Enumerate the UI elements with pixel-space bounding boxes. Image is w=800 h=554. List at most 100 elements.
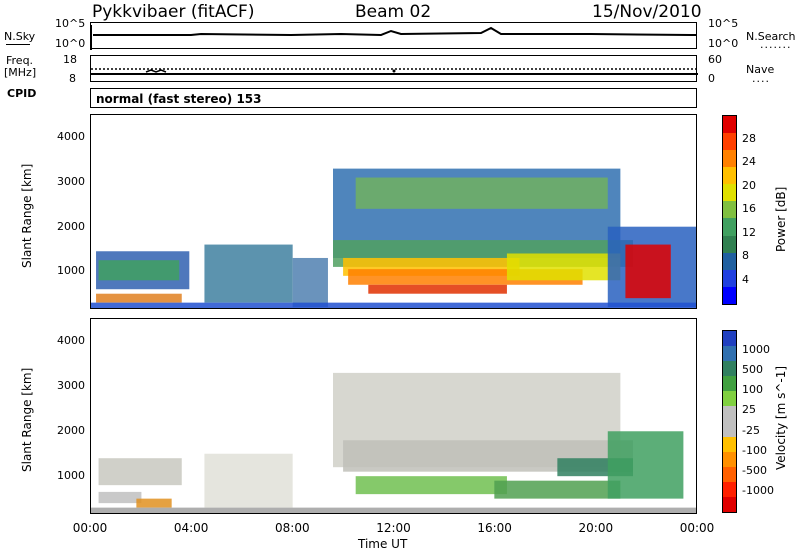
power-colorbar-segment: [723, 218, 736, 236]
cpid-label: CPID: [7, 87, 37, 100]
velocity-echo-band: [204, 453, 293, 508]
power-ytick-label: 3000: [57, 175, 85, 188]
power-colorbar-tick: 24: [742, 155, 756, 168]
x-tick-label: 12:00: [376, 521, 411, 535]
freq-panel: [90, 55, 698, 82]
power-echo-band: [506, 253, 621, 281]
station-title: Pykkvibaer (fitACF): [92, 2, 255, 22]
velocity-colorbar-tick: 1000: [742, 343, 770, 357]
velocity-ytick-label: 2000: [57, 424, 85, 438]
velocity-ytick-label: 3000: [57, 379, 85, 393]
velocity-echo-band: [136, 498, 172, 508]
power-echo-band: [204, 244, 293, 303]
power-colorbar-segment: [723, 286, 736, 304]
velocity-colorbar-segment: [723, 331, 736, 347]
nsearch-label: N.Search: [746, 30, 796, 43]
velocity-ytick-label: 4000: [57, 334, 85, 348]
power-colorbar-segment: [723, 269, 736, 287]
velocity-colorbar-tick: -1000: [742, 483, 774, 497]
velocity-colorbar-tick: -500: [742, 463, 767, 477]
freq-left-bottom: 8: [69, 72, 76, 85]
power-colorbar-label: Power [dB]: [774, 186, 788, 252]
velocity-colorbar-segment: [723, 391, 736, 407]
power-colorbar-tick: 16: [742, 202, 756, 215]
power-colorbar: [722, 115, 737, 305]
freq-label: Freq.: [6, 54, 34, 67]
power-echo-band: [91, 302, 696, 308]
power-colorbar-segment: [723, 235, 736, 253]
velocity-echo-band: [98, 491, 142, 504]
velocity-colorbar-segment: [723, 346, 736, 362]
velocity-colorbar-segment: [723, 481, 736, 497]
velocity-echo-band: [494, 480, 621, 499]
power-ylabel: Slant Range [km]: [20, 163, 34, 268]
power-colorbar-tick: 4: [742, 272, 749, 286]
power-panel: [90, 114, 697, 309]
velocity-ytick-label: 1000: [57, 469, 85, 483]
nsky-line: [6, 44, 30, 45]
velocity-colorbar-segment: [723, 466, 736, 482]
velocity-colorbar-label: Velocity [m s^-1]: [774, 365, 788, 470]
velocity-colorbar-tick: -100: [742, 443, 767, 457]
noise-left-top: 10^5: [55, 17, 86, 30]
noise-left-bottom: 10^0: [55, 37, 86, 50]
velocity-colorbar-tick: 25: [742, 403, 756, 417]
x-tick-label: 16:00: [477, 521, 512, 535]
velocity-plot: [91, 372, 696, 513]
velocity-echo-band: [98, 458, 182, 486]
power-echo-band: [368, 284, 507, 294]
power-colorbar-tick: 12: [742, 225, 756, 239]
power-echo-band: [355, 177, 608, 209]
noise-trace: [90, 25, 696, 50]
power-colorbar-segment: [723, 116, 736, 134]
noise-right-top: 10^5: [708, 17, 739, 30]
freq-left-top: 18: [63, 53, 77, 66]
velocity-colorbar-segment: [723, 376, 736, 392]
power-ytick-label: 2000: [57, 219, 85, 233]
velocity-colorbar-segment: [723, 406, 736, 422]
power-colorbar-tick: 28: [742, 131, 756, 145]
velocity-echo-band: [355, 476, 507, 495]
velocity-panel: [90, 318, 697, 514]
power-echo-band: [625, 244, 671, 299]
velocity-echo-band: [91, 507, 696, 513]
noise-panel: [90, 22, 697, 50]
power-plot: [91, 168, 696, 308]
velocity-colorbar-tick: 500: [742, 363, 763, 377]
power-colorbar-tick: 8: [742, 249, 749, 262]
cpid-value: normal (fast stereo) 153: [96, 92, 262, 106]
power-ytick-label: 1000: [57, 264, 85, 278]
beam-title: Beam 02: [355, 2, 432, 22]
velocity-colorbar-segment: [723, 421, 736, 437]
power-echo-band: [96, 293, 182, 303]
freq-unit: [MHz]: [4, 66, 37, 79]
x-tick-label: 00:00: [679, 521, 715, 535]
nave-label: Nave: [746, 63, 775, 76]
nsearch-dots: .......: [760, 38, 792, 51]
velocity-colorbar-segment: [723, 451, 736, 467]
power-colorbar-segment: [723, 252, 736, 270]
velocity-colorbar-segment: [723, 361, 736, 377]
power-colorbar-tick: 20: [742, 178, 756, 192]
date-title: 15/Nov/2010: [592, 2, 702, 22]
power-colorbar-segment: [723, 184, 736, 202]
cpid-panel: normal (fast stereo) 153: [90, 88, 697, 108]
power-colorbar-segment: [723, 133, 736, 151]
freq-right-top: 60: [708, 53, 722, 66]
power-echo-band: [292, 257, 328, 308]
velocity-echo-band: [607, 431, 684, 499]
freq-right-bottom: 0: [708, 72, 715, 85]
power-echo-band: [98, 260, 180, 281]
x-tick-label: 08:00: [275, 521, 310, 535]
velocity-colorbar: [722, 330, 737, 513]
x-tick-label: 00:00: [72, 521, 108, 535]
x-tick-label: 20:00: [578, 521, 614, 535]
power-colorbar-segment: [723, 150, 736, 168]
freq-trace: [91, 68, 698, 75]
velocity-colorbar-tick: 100: [742, 383, 763, 397]
noise-right-bottom: 10^0: [708, 37, 739, 50]
power-colorbar-segment: [723, 201, 736, 219]
x-tick-label: 04:00: [173, 521, 209, 535]
power-colorbar-segment: [723, 167, 736, 185]
velocity-ylabel: Slant Range [km]: [20, 367, 34, 472]
